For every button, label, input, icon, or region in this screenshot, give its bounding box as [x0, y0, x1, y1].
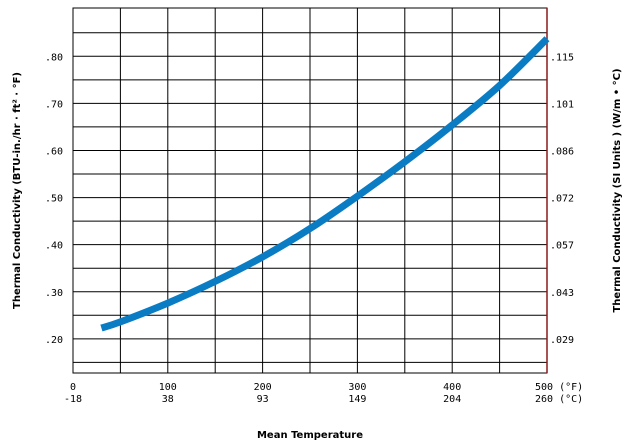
y-tick-label-left: .70: [45, 99, 63, 110]
y-tick-label-left: .40: [45, 241, 63, 252]
y-tick-label-right: .057: [550, 241, 574, 252]
x-tick-label-si: 204: [443, 394, 461, 405]
x-tick-label: 0: [70, 382, 76, 393]
y-tick-label-left: .50: [45, 194, 63, 205]
y-tick-label-right: .101: [550, 99, 574, 110]
series-layer: [100, 36, 550, 332]
x-tick-label-si: 260 (°C): [535, 394, 583, 405]
series-line: [100, 36, 550, 332]
x-axis-title: Mean Temperature: [257, 430, 363, 441]
x-tick-label: 400: [443, 382, 461, 393]
x-tick-label: 500 (°F): [535, 382, 583, 393]
y-tick-label-right: .043: [550, 288, 574, 299]
y-tick-label-left: .80: [45, 52, 63, 63]
x-tick-label-si: 38: [162, 394, 174, 405]
x-tick-label-si: -18: [64, 394, 82, 405]
grid-lines: [73, 8, 547, 373]
x-tick-label-si: 149: [348, 394, 366, 405]
x-tick-label: 200: [254, 382, 272, 393]
y-tick-label-right: .086: [550, 146, 574, 157]
y-tick-label-left: .60: [45, 146, 63, 157]
x-tick-label: 100: [159, 382, 177, 393]
x-tick-label: 300: [348, 382, 366, 393]
y-axis-title-left: Thermal Conductivity (BTU-in./hr · ft² ·…: [12, 72, 23, 309]
y-tick-label-right: .072: [550, 194, 574, 205]
x-tick-label-si: 93: [257, 394, 269, 405]
y-axis-title-right: Thermal Conductivity (SI Units ) (W/m • …: [612, 68, 623, 312]
y-tick-label-right: .115: [550, 52, 574, 63]
y-tick-label-left: .20: [45, 335, 63, 346]
y-tick-label-right: .029: [550, 335, 574, 346]
y-tick-label-left: .30: [45, 288, 63, 299]
